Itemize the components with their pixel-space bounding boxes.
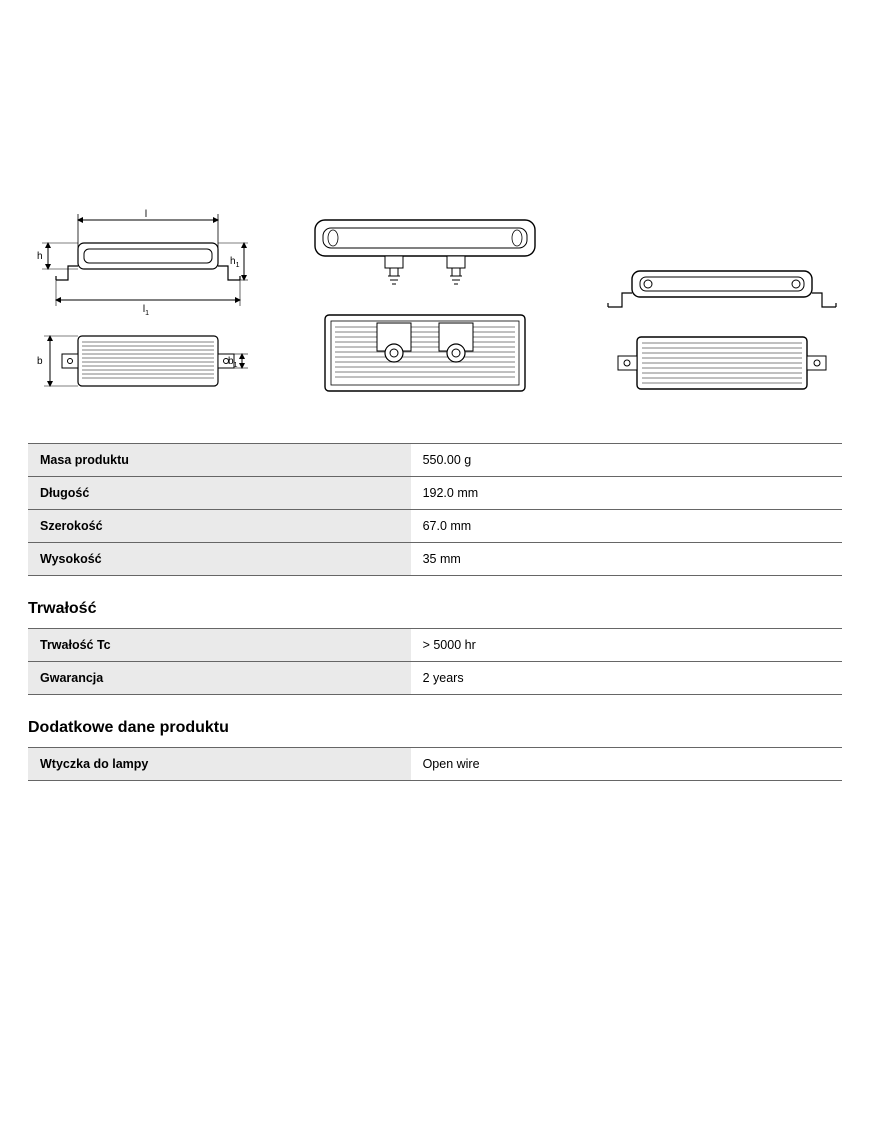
spec-value: 550.00 g: [411, 444, 842, 477]
technical-diagrams: l h h1 l1: [28, 208, 842, 403]
dim-label-h: h: [37, 251, 43, 262]
spec-key: Wysokość: [28, 543, 411, 576]
table-row: Trwałość Tc> 5000 hr: [28, 629, 842, 662]
spec-value: 35 mm: [411, 543, 842, 576]
table-row: Szerokość67.0 mm: [28, 510, 842, 543]
spec-value: 192.0 mm: [411, 477, 842, 510]
table-row: Wtyczka do lampyOpen wire: [28, 748, 842, 781]
diagram-top-mounts: [295, 303, 555, 403]
spec-key: Długość: [28, 477, 411, 510]
spec-key: Wtyczka do lampy: [28, 748, 411, 781]
spec-value: 2 years: [411, 662, 842, 695]
spec-table: Masa produktu550.00 gDługość192.0 mmSzer…: [28, 443, 842, 576]
spec-value: Open wire: [411, 748, 842, 781]
diagram-top-dimensioned: b b1: [28, 318, 248, 403]
spec-value: 67.0 mm: [411, 510, 842, 543]
diagram-col-2: [295, 208, 555, 403]
dim-label-b: b: [37, 356, 43, 367]
dim-label-l: l: [145, 209, 147, 220]
dim-label-l1: l1: [143, 304, 149, 317]
diagram-front-plain: [602, 253, 842, 323]
dim-label-h1: h1: [230, 256, 240, 269]
spec-key: Szerokość: [28, 510, 411, 543]
spec-key: Masa produktu: [28, 444, 411, 477]
diagram-front-dimensioned: l h h1 l1: [28, 208, 248, 318]
table-row: Długość192.0 mm: [28, 477, 842, 510]
table-row: Wysokość35 mm: [28, 543, 842, 576]
spec-value: > 5000 hr: [411, 629, 842, 662]
table-row: Gwarancja2 years: [28, 662, 842, 695]
spec-sections: Masa produktu550.00 gDługość192.0 mmSzer…: [28, 443, 842, 781]
diagram-top-plain: [602, 323, 842, 403]
section-title: Trwałość: [28, 600, 842, 618]
spec-key: Trwałość Tc: [28, 629, 411, 662]
spec-table: Trwałość Tc> 5000 hrGwarancja2 years: [28, 628, 842, 695]
spec-table: Wtyczka do lampyOpen wire: [28, 747, 842, 781]
section-title: Dodatkowe dane produktu: [28, 719, 842, 737]
table-row: Masa produktu550.00 g: [28, 444, 842, 477]
spec-key: Gwarancja: [28, 662, 411, 695]
diagram-side: [295, 208, 555, 303]
diagram-col-3: [602, 253, 842, 403]
diagram-col-1: l h h1 l1: [28, 208, 248, 403]
